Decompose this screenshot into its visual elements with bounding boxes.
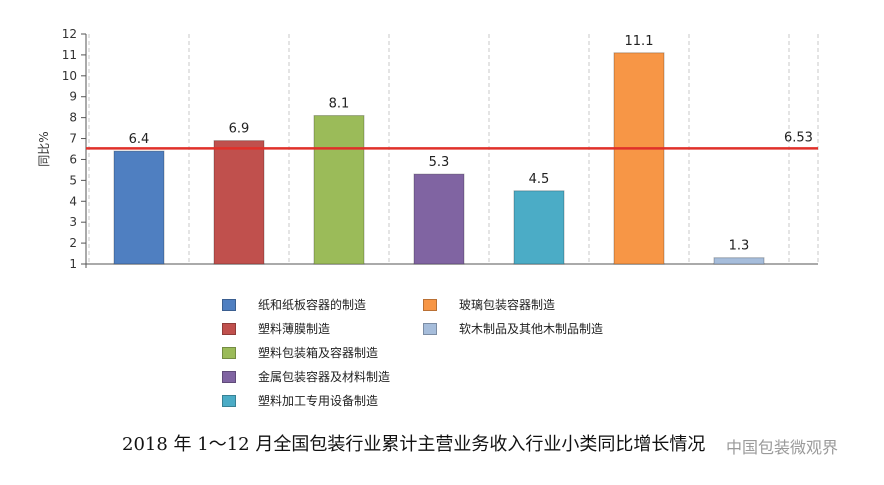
bar-value-label: 6.4 xyxy=(129,132,150,147)
caption-text: 2018 年 1～12 月全国包装行业累计主营业务收入行业小类同比增长情况 xyxy=(122,434,706,455)
bar xyxy=(713,257,765,265)
legend-label: 塑料薄膜制造 xyxy=(258,322,331,336)
legend-item: 塑料薄膜制造 xyxy=(222,320,330,337)
y-tick-label: 3 xyxy=(69,215,77,229)
bar-value-label: 4.5 xyxy=(529,172,550,187)
legend-label: 纸和纸板容器的制造 xyxy=(258,298,367,312)
y-tick-label: 7 xyxy=(69,132,77,146)
legend-label: 软木制品及其他木制品制造 xyxy=(459,322,604,336)
legend-label: 金属包装容器及材料制造 xyxy=(258,370,391,384)
y-tick-label: 8 xyxy=(69,111,77,125)
bar-value-label: 5.3 xyxy=(429,155,450,170)
legend-label: 塑料包装箱及容器制造 xyxy=(258,346,379,360)
y-axis-label: 同比% xyxy=(37,131,51,166)
y-tick-label: 12 xyxy=(62,27,77,41)
legend-swatch xyxy=(222,346,236,359)
legend-item: 塑料加工专用设备制造 xyxy=(222,392,378,409)
legend-swatch xyxy=(222,370,236,383)
legend-swatch xyxy=(423,298,437,311)
legend-item: 金属包装容器及材料制造 xyxy=(222,368,390,385)
bar xyxy=(213,140,265,265)
bar-value-label: 11.1 xyxy=(625,34,654,49)
legend-item: 纸和纸板容器的制造 xyxy=(222,296,366,313)
legend-swatch xyxy=(423,322,437,335)
bar xyxy=(413,173,465,265)
reference-line-label: 6.53 xyxy=(784,130,813,145)
y-tick-label: 2 xyxy=(69,236,77,250)
legend-swatch xyxy=(222,298,236,311)
bar xyxy=(313,115,365,265)
y-tick-label: 5 xyxy=(69,173,77,187)
bar-value-label: 6.9 xyxy=(229,122,250,137)
bar-value-label: 8.1 xyxy=(329,97,350,112)
y-tick-label: 11 xyxy=(62,48,77,62)
legend-swatch xyxy=(222,394,236,407)
y-tick-label: 1 xyxy=(69,257,77,271)
watermark: 中国包装微观界 xyxy=(726,438,839,457)
bar xyxy=(513,190,565,265)
legend-label: 玻璃包装容器制造 xyxy=(459,298,556,312)
legend-label: 塑料加工专用设备制造 xyxy=(258,394,379,408)
bar xyxy=(113,150,165,265)
y-tick-label: 9 xyxy=(69,90,77,104)
legend-item: 塑料包装箱及容器制造 xyxy=(222,344,378,361)
bar-value-label: 1.3 xyxy=(729,239,750,254)
bar xyxy=(613,52,665,265)
y-tick-label: 6 xyxy=(69,152,77,166)
legend-item: 软木制品及其他木制品制造 xyxy=(423,320,603,337)
y-tick-label: 10 xyxy=(62,69,77,83)
legend-swatch xyxy=(222,322,236,335)
legend-item: 玻璃包装容器制造 xyxy=(423,296,555,313)
y-tick-label: 4 xyxy=(69,194,77,208)
